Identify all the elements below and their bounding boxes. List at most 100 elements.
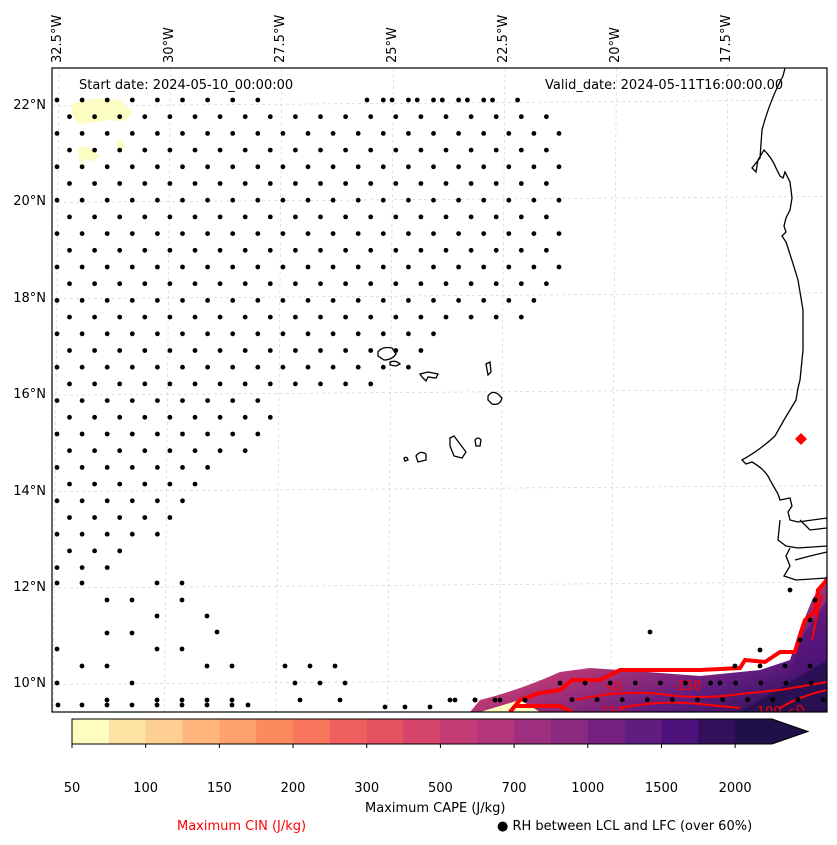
rh-dot: [104, 702, 110, 708]
rh-dot: [242, 281, 248, 287]
rh-dot: [368, 381, 374, 387]
rh-dot: [368, 147, 374, 153]
rh-dot: [230, 431, 236, 437]
rh-dot: [205, 231, 211, 237]
rh-dot: [242, 114, 248, 120]
island-santo-antao: [377, 346, 397, 361]
colorbar-bin: [108, 719, 147, 744]
rh-dot: [79, 97, 85, 103]
rh-dot: [155, 298, 160, 303]
rh-dot: [330, 231, 336, 237]
rh-dot: [293, 281, 298, 287]
rh-dot: [368, 181, 374, 186]
rh-dot: [418, 181, 424, 186]
lon-tick-label: 25°W: [384, 27, 400, 63]
rh-dot: [129, 231, 135, 237]
rh-dot: [54, 231, 60, 237]
rh-dot: [456, 97, 461, 103]
rh-dot: [380, 197, 386, 203]
colorbar: [71, 718, 810, 745]
rh-dot: [79, 231, 85, 237]
rh-dot: [418, 247, 424, 253]
rh-dot: [355, 231, 361, 237]
rh-dot: [255, 131, 261, 136]
lon-tick-label: 17.5°W: [719, 14, 734, 63]
rh-dot: [267, 414, 273, 420]
rh-dot: [658, 680, 663, 686]
rh-dot: [406, 164, 411, 170]
rh-dot: [167, 515, 173, 520]
colorbar-bin: [293, 719, 331, 744]
rh-dot: [54, 531, 60, 537]
cin-label: -100: [752, 705, 782, 720]
rh-dot: [230, 331, 236, 337]
rh-dot: [205, 398, 211, 403]
rh-dot: [305, 164, 311, 170]
rh-dot: [192, 414, 198, 420]
rh-legend-marker: ●: [497, 819, 509, 834]
rh-dot: [293, 181, 298, 186]
rh-dot: [154, 702, 160, 708]
cin-label: -50: [783, 702, 809, 726]
rh-dot: [205, 164, 211, 170]
rh-dot: [497, 697, 503, 703]
rh-dot: [255, 197, 261, 203]
colorbar-bin: [403, 719, 441, 744]
rh-dot: [255, 364, 261, 370]
rh-dot: [117, 281, 123, 287]
rh-dot: [717, 680, 723, 686]
rh-dot: [54, 364, 60, 370]
rh-dot: [167, 147, 173, 153]
rh-dot: [330, 364, 336, 370]
rh-dot: [155, 197, 160, 203]
rh-dots: [54, 97, 826, 710]
rh-dot: [670, 697, 675, 703]
rh-dot: [104, 663, 110, 669]
rh-dot: [297, 697, 303, 703]
rh-dot: [431, 298, 436, 303]
rh-dot: [180, 331, 185, 337]
rh-dot: [447, 697, 453, 703]
rh-dot: [54, 465, 60, 470]
rh-dot: [443, 281, 449, 287]
rh-dot: [129, 197, 135, 203]
rh-dot: [443, 114, 449, 120]
rh-dot: [129, 680, 135, 686]
rh-dot: [67, 448, 72, 454]
rh-dot: [205, 431, 211, 437]
rh-dot: [493, 147, 499, 153]
rh-dot: [242, 314, 248, 320]
rh-dot: [230, 398, 236, 403]
rh-dot: [180, 498, 185, 504]
rh-dot: [544, 181, 549, 186]
rh-dot: [129, 398, 135, 403]
rh-dot: [330, 131, 336, 136]
rh-dot: [92, 214, 97, 220]
rh-dot: [380, 164, 386, 170]
rh-dot: [797, 637, 803, 643]
rh-dot: [607, 680, 613, 686]
rh-dot: [418, 147, 424, 153]
rh-dot: [443, 314, 449, 320]
rh-dot: [406, 197, 411, 203]
rh-dot: [733, 680, 739, 686]
rh-dot: [192, 448, 198, 454]
rh-dot: [452, 697, 458, 703]
rh-dot: [104, 565, 110, 570]
rh-dot: [205, 264, 211, 270]
rh-dot: [490, 97, 495, 103]
rh-dot: [67, 114, 72, 120]
rh-dot: [117, 548, 123, 554]
rh-dot: [443, 247, 449, 253]
rh-dot: [431, 331, 436, 337]
rh-dot: [217, 381, 223, 387]
colorbar-bin: [366, 719, 405, 744]
rh-dot: [364, 97, 370, 103]
rh-dot: [104, 465, 110, 470]
rh-dot: [531, 131, 537, 136]
rh-dot: [305, 131, 311, 136]
rh-dot: [267, 348, 273, 353]
rh-dot: [758, 680, 764, 686]
rh-dot: [481, 197, 487, 203]
rh-dot: [337, 697, 343, 703]
